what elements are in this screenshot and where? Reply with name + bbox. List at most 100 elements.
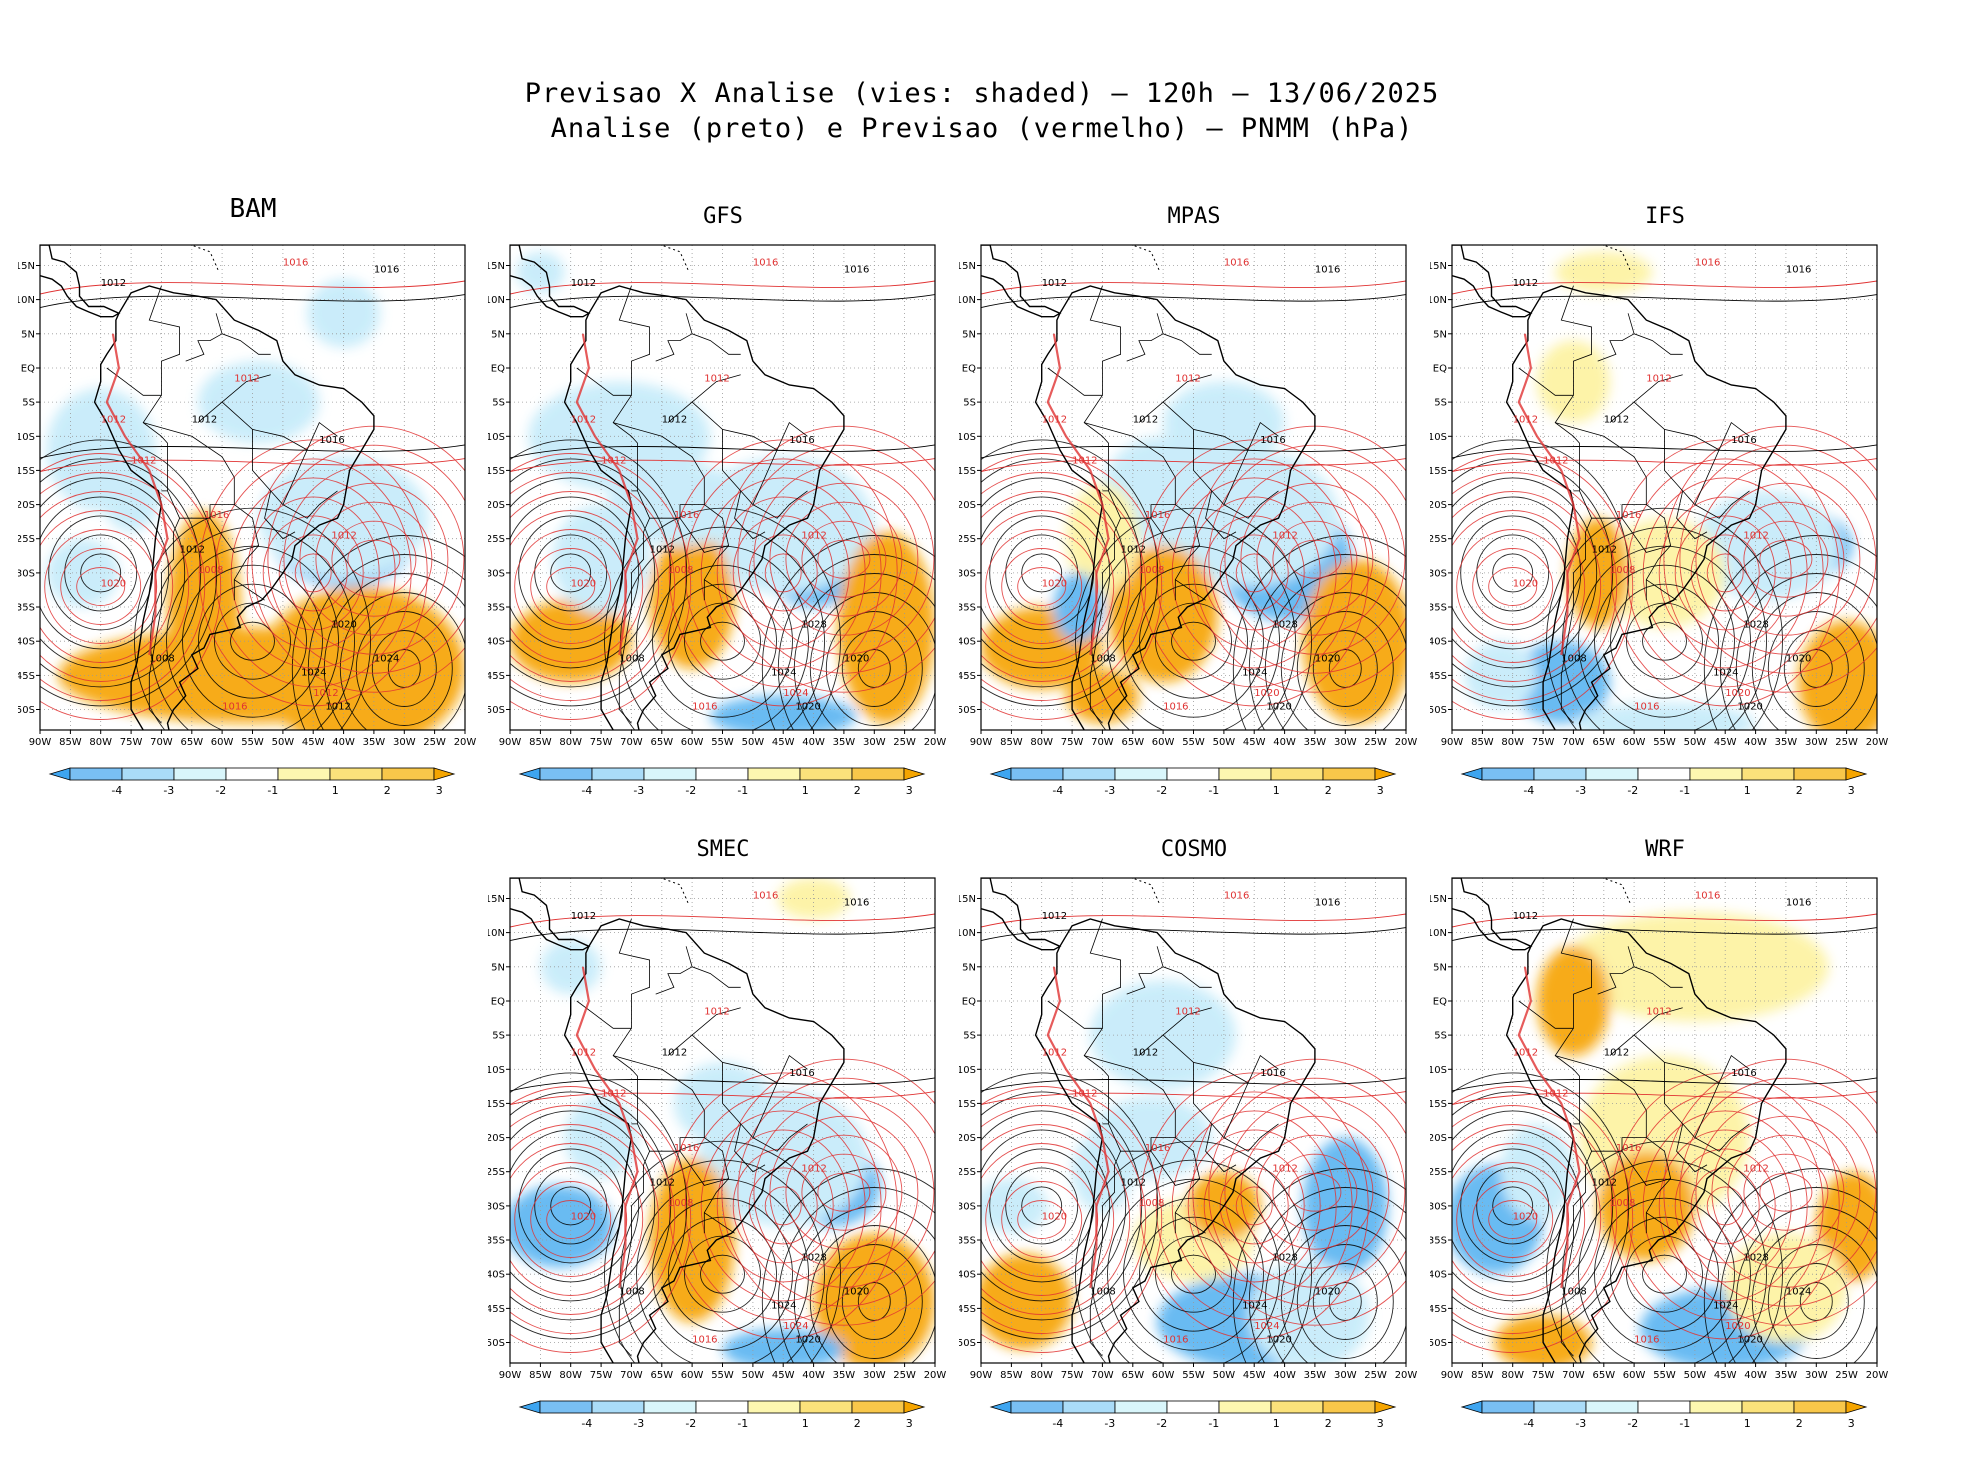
- isobar-label-forecast: 1012: [1646, 1007, 1671, 1018]
- lon-label: 90W: [970, 737, 993, 748]
- bias-map: 1012101610161012102010281024102010121008…: [488, 190, 958, 830]
- colorbar-label: 3: [906, 784, 913, 797]
- lat-label: 50S: [1430, 1338, 1447, 1349]
- bias-map: 1012101610161012102010281024102010121008…: [959, 823, 1429, 1463]
- colorbar-swatch: [1794, 1401, 1846, 1413]
- isobar-label-forecast: 1012: [1513, 415, 1538, 426]
- isobar-label-analysis: 1020: [1737, 1335, 1762, 1346]
- lon-label: 90W: [970, 1370, 993, 1381]
- lon-label: 25W: [1364, 737, 1387, 748]
- lat-label: 15S: [959, 466, 976, 477]
- isobar-label-forecast: 1020: [1725, 688, 1750, 699]
- colorbar-label: -3: [1104, 784, 1115, 797]
- colorbar-swatch: [1638, 1401, 1690, 1413]
- colorbar-swatch: [1167, 1401, 1219, 1413]
- isobar-label-forecast: 1012: [571, 415, 596, 426]
- bias-area: [975, 1254, 1072, 1350]
- colorbar-label: -1: [1208, 784, 1219, 797]
- isobar-label-analysis: 1024: [374, 654, 399, 665]
- colorbar-swatch: [1323, 768, 1375, 780]
- isobar-label-analysis: 1016: [1731, 435, 1756, 446]
- lon-label: 45W: [1243, 1370, 1266, 1381]
- isobar-label-forecast: 1016: [753, 891, 778, 902]
- colorbar: -4-3-2-11234: [1462, 768, 1900, 797]
- colorbar-swatch: [1115, 1401, 1167, 1413]
- colorbar-label: 2: [1796, 1417, 1803, 1430]
- isobar-label-analysis: 1020: [331, 620, 356, 631]
- lon-label: 80W: [559, 1370, 582, 1381]
- isobar-label-forecast: 1016: [1145, 1143, 1170, 1154]
- lat-label: 15S: [488, 466, 505, 477]
- isobar-label-analysis: 1008: [619, 654, 644, 665]
- lon-label: 25W: [1835, 1370, 1858, 1381]
- isobar-label-forecast: 1012: [1175, 374, 1200, 385]
- lat-label: 5S: [963, 398, 976, 409]
- colorbar-swatch: [800, 1401, 852, 1413]
- isobar-label-forecast: 1012: [1072, 456, 1097, 467]
- isobar-label-analysis: 1012: [650, 1177, 675, 1188]
- colorbar-swatch: [1323, 1401, 1375, 1413]
- isobar-label-forecast: 1012: [1646, 374, 1671, 385]
- lat-label: 20S: [1430, 500, 1447, 511]
- isobar-label-analysis: 1024: [771, 1300, 796, 1311]
- colorbar-swatch: [1219, 1401, 1271, 1413]
- isobar-label-analysis: 1012: [1592, 1177, 1617, 1188]
- isobar-label-analysis: 1020: [1266, 1335, 1291, 1346]
- colorbar-label: -3: [163, 784, 174, 797]
- bias-area: [838, 532, 935, 723]
- lat-label: 15N: [1430, 894, 1447, 905]
- lon-label: 35W: [1304, 737, 1327, 748]
- isobar-label-analysis: 1008: [1561, 1287, 1586, 1298]
- lon-label: 50W: [742, 737, 765, 748]
- isobar-label-forecast: 1024: [1254, 1321, 1279, 1332]
- isobar-label-forecast: 1008: [668, 565, 693, 576]
- lon-label: 55W: [1182, 737, 1205, 748]
- lon-label: 85W: [529, 1370, 552, 1381]
- lat-label: 5N: [491, 962, 505, 973]
- lat-label: EQ: [491, 364, 505, 375]
- isobar-label-forecast: 1012: [1272, 531, 1297, 542]
- lat-label: 15N: [959, 261, 976, 272]
- isobar-label-forecast: 1016: [692, 1335, 717, 1346]
- lon-label: 60W: [1623, 1370, 1646, 1381]
- isobar-label-forecast: 1012: [313, 688, 338, 699]
- lat-label: 50S: [959, 1338, 976, 1349]
- isobar-label-forecast: 1016: [1634, 1335, 1659, 1346]
- isobar-label-forecast: 1012: [571, 1048, 596, 1059]
- colorbar-label: 2: [1325, 784, 1332, 797]
- lon-label: 80W: [1501, 737, 1524, 748]
- colorbar-swatch: [904, 768, 924, 780]
- lon-label: 40W: [1273, 1370, 1296, 1381]
- colorbar-label: -3: [633, 784, 644, 797]
- lon-label: 85W: [1471, 737, 1494, 748]
- lon-label: 45W: [1714, 1370, 1737, 1381]
- lat-label: 30S: [488, 568, 505, 579]
- lat-label: 10N: [1430, 295, 1447, 306]
- isobar-label-analysis: 1012: [662, 415, 687, 426]
- colorbar-swatch: [696, 768, 748, 780]
- isobar-label-analysis: 1012: [1592, 544, 1617, 555]
- isobar-label-forecast: 1016: [204, 510, 229, 521]
- colorbar-swatch: [70, 768, 122, 780]
- lon-label: 75W: [590, 1370, 613, 1381]
- lat-label: EQ: [1433, 364, 1447, 375]
- lon-label: 60W: [681, 737, 704, 748]
- colorbar-label: -2: [685, 1417, 696, 1430]
- colorbar-label: -4: [1523, 784, 1534, 797]
- colorbar-swatch: [644, 768, 696, 780]
- panel-title: BAM: [18, 194, 488, 224]
- colorbar: -4-3-2-11234: [1462, 1401, 1900, 1430]
- colorbar-swatch: [520, 768, 540, 780]
- panel-title: GFS: [488, 204, 958, 229]
- lon-label: 65W: [650, 1370, 673, 1381]
- bias-area: [1501, 1124, 1574, 1220]
- isobar-label-forecast: 1024: [783, 688, 808, 699]
- colorbar: -4-3-2-11234: [50, 768, 488, 797]
- lat-label: 10S: [18, 432, 35, 443]
- lon-label: 75W: [1532, 1370, 1555, 1381]
- lat-label: 15N: [488, 261, 505, 272]
